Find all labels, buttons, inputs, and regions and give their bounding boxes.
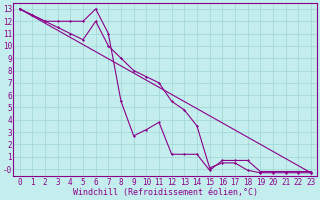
X-axis label: Windchill (Refroidissement éolien,°C): Windchill (Refroidissement éolien,°C)	[73, 188, 258, 197]
